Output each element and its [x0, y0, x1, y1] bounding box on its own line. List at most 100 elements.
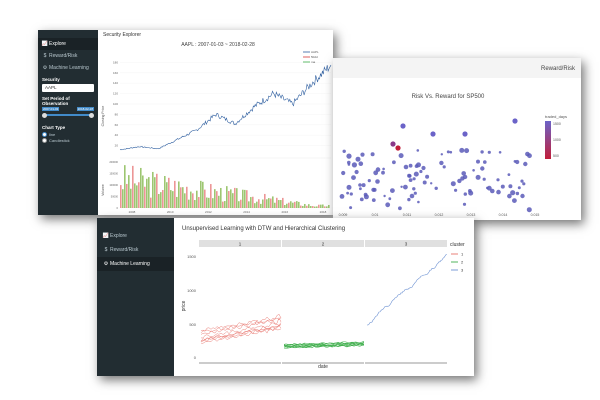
- scatter-point: [408, 163, 413, 168]
- volume-bar: [182, 187, 184, 208]
- volume-bar: [174, 180, 176, 208]
- period-slider[interactable]: 2007-01-03 2018-02-28: [42, 107, 94, 121]
- scatter-point: [414, 164, 419, 168]
- volume-bar: [140, 167, 142, 208]
- scatter-point: [417, 200, 420, 204]
- period-label: Set Period of Observation: [42, 96, 70, 106]
- volume-bar: [232, 193, 234, 208]
- security-input[interactable]: AAPL: [42, 84, 94, 92]
- volume-bar: [252, 196, 254, 208]
- volume-bar: [246, 190, 248, 208]
- volume-bar: [244, 189, 246, 208]
- sidebar-item-label: Reward/Risk: [49, 53, 78, 59]
- scatter-points: [339, 118, 532, 213]
- volume-bar: [212, 198, 214, 208]
- security-label: Security: [42, 77, 60, 82]
- scatter-point: [462, 131, 468, 137]
- reward-risk-topbar: [333, 58, 581, 78]
- volume-bar: [194, 200, 196, 208]
- scatter-point: [398, 206, 402, 211]
- volume-bar: [196, 190, 198, 208]
- volume-bar: [192, 193, 194, 208]
- volume-bar: [216, 191, 218, 208]
- volume-bar: [222, 201, 224, 208]
- scatter-point: [408, 174, 412, 178]
- gear-icon: ⚙: [103, 261, 109, 267]
- scatter-point: [367, 179, 371, 183]
- scatter-point: [439, 160, 444, 166]
- sidebar-item-explore[interactable]: 📈 Explore: [38, 38, 98, 50]
- volume-bar: [146, 178, 148, 208]
- scatter-point: [390, 188, 395, 193]
- volume-bar: [144, 186, 146, 208]
- scatter-point: [425, 174, 430, 179]
- scatter-point: [434, 186, 438, 190]
- x-tick: 2016: [281, 210, 288, 214]
- sidebar-item-explore[interactable]: 📈 Explore: [97, 229, 174, 243]
- scatter-point: [457, 178, 462, 184]
- scatter-point: [480, 166, 485, 171]
- scatter-point: [454, 188, 458, 192]
- volume-bar: [220, 187, 222, 208]
- scatter-point: [512, 198, 517, 203]
- gear-icon: ⚙: [42, 65, 48, 71]
- facet-label: 3: [405, 242, 408, 247]
- scatter-point: [507, 173, 511, 176]
- volume-tick: 50000: [111, 195, 119, 199]
- volume-bar: [318, 204, 320, 208]
- reward-risk-header: Reward/Risk: [540, 66, 575, 72]
- volume-bar: [288, 202, 290, 208]
- scatter-point: [476, 159, 480, 164]
- y-axis-label: price: [181, 300, 187, 311]
- volume-bar: [180, 187, 182, 208]
- volume-bar: [262, 199, 264, 208]
- sidebar-item-reward-risk[interactable]: $ Reward/Risk: [38, 50, 98, 62]
- risk-reward-title: Risk Vs. Reward for SP500: [412, 94, 485, 100]
- volume-bar: [272, 196, 274, 208]
- scatter-point: [525, 151, 530, 157]
- scatter-point: [515, 159, 520, 165]
- ml-window: 📈 Explore $ Reward/Risk ⚙ Machine Learni…: [97, 218, 474, 376]
- x-tick: 0.013: [467, 213, 476, 217]
- sidebar-item-reward-risk[interactable]: $ Reward/Risk: [97, 243, 174, 257]
- sidebar-item-machine-learning[interactable]: ⚙ Machine Learning: [38, 62, 98, 74]
- volume-bar: [316, 206, 318, 208]
- scatter-point: [341, 170, 346, 176]
- volume-bar: [276, 197, 278, 208]
- volume-bar: [266, 199, 268, 208]
- cluster-lines: [200, 254, 448, 349]
- cluster-1-line: [200, 325, 282, 342]
- scatter-point: [354, 169, 359, 175]
- radio-candlestick[interactable]: Candlestick: [42, 138, 94, 143]
- scatter-point: [482, 177, 486, 181]
- volume-bar: [148, 177, 150, 208]
- slider-start-label: 2007-01-03: [42, 107, 60, 111]
- clustering-title: Unsupervised Learning with DTW and Hiera…: [182, 226, 345, 232]
- cluster-legend-title: cluster: [450, 242, 465, 248]
- volume-bar: [268, 198, 270, 208]
- sidebar-item-machine-learning[interactable]: ⚙ Machine Learning: [97, 257, 174, 271]
- y-tick: 500: [189, 322, 196, 327]
- scatter-point: [385, 202, 391, 208]
- scatter-point: [440, 153, 443, 156]
- x-tick: 0.014: [499, 213, 508, 217]
- scatter-point: [351, 162, 357, 168]
- scatter-point: [500, 184, 505, 189]
- scatter-point: [349, 206, 353, 210]
- volume-bar: [242, 189, 244, 208]
- scatter-point: [475, 174, 481, 180]
- scatter-point: [510, 190, 516, 196]
- sidebar-item-label: Machine Learning: [110, 261, 150, 267]
- slider-handle-end[interactable]: [89, 112, 94, 118]
- radio-line[interactable]: line: [42, 132, 94, 137]
- volume-bar: [324, 206, 326, 208]
- scatter-point: [483, 160, 487, 164]
- chart-type-label: Chart Type: [42, 125, 66, 130]
- volume-bar: [226, 186, 228, 208]
- scatter-point: [346, 184, 352, 190]
- slider-end-label: 2018-02-28: [76, 107, 94, 111]
- volume-bar: [304, 203, 306, 208]
- scatter-point: [430, 182, 433, 185]
- volume-bar: [184, 193, 186, 208]
- slider-handle-start[interactable]: [42, 112, 47, 118]
